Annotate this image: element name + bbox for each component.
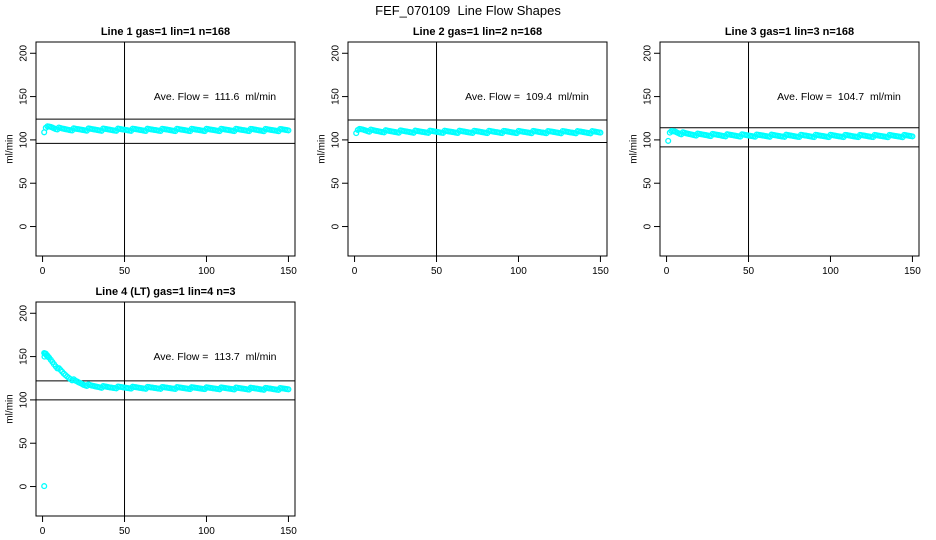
x-axis-tick-label: 100	[198, 526, 215, 537]
x-axis-tick-label: 50	[119, 526, 131, 537]
subplot-line-3: Line 3 gas=1 lin=3 n=168 Ave. Flow = 104…	[624, 20, 936, 280]
ave-flow-annotation: Ave. Flow = 104.7 ml/min	[777, 91, 901, 103]
data-point	[41, 353, 48, 360]
plot-border	[35, 41, 296, 257]
data-point	[909, 133, 916, 140]
y-axis-tick-label: 150	[331, 88, 342, 105]
y-axis-tick-label: 100	[643, 131, 654, 148]
y-axis-tick-label: 0	[19, 483, 30, 489]
x-axis-tick-label: 100	[510, 266, 527, 277]
y-axis-tick-label: 0	[19, 223, 30, 229]
x-axis-tick-label: 100	[822, 266, 839, 277]
plot-canvas-line-2: 0 50 100 150 200 0 50 100 150 ml/min	[317, 41, 609, 277]
y-axis-tick-label: 200	[331, 44, 342, 61]
ave-flow-annotation: Ave. Flow = 109.4 ml/min	[465, 91, 589, 103]
y-axis-tick-label: 50	[331, 177, 342, 189]
y-axis-tick-label: 100	[331, 131, 342, 148]
x-axis-tick-label: 50	[743, 266, 755, 277]
y-axis-label: ml/min	[629, 134, 640, 163]
subplot-title: Line 3 gas=1 lin=3 n=168	[724, 26, 855, 38]
y-axis-tick-label: 0	[643, 223, 654, 229]
subplot-title: Line 4 (LT) gas=1 lin=4 n=3	[95, 286, 236, 298]
x-axis-tick-label: 100	[198, 266, 215, 277]
x-axis-tick-label: 50	[119, 266, 131, 277]
data-point	[285, 127, 292, 134]
y-axis-tick-label: 50	[643, 177, 654, 189]
plot-border	[659, 41, 920, 257]
data-point	[665, 137, 672, 144]
y-axis-label: ml/min	[5, 134, 16, 163]
data-point	[45, 353, 52, 361]
x-axis-tick-label: 0	[664, 266, 670, 277]
plot-border	[35, 301, 296, 517]
data-point	[285, 386, 292, 393]
x-axis-tick-label: 50	[431, 266, 443, 277]
ave-flow-annotation: Ave. Flow = 113.7 ml/min	[153, 351, 277, 363]
x-axis-tick-label: 0	[40, 526, 46, 537]
plot-border	[347, 41, 608, 257]
y-axis-tick-label: 100	[19, 391, 30, 408]
x-axis-tick-label: 150	[280, 266, 297, 277]
data-point	[353, 130, 360, 137]
y-axis-tick-label: 200	[643, 44, 654, 61]
plot-canvas-line-3: 0 50 100 150 200 0 50 100 150 ml/min	[629, 41, 921, 277]
x-axis-tick-label: 150	[280, 526, 297, 537]
y-axis-label: ml/min	[317, 134, 328, 163]
y-axis-tick-label: 150	[643, 88, 654, 105]
ave-flow-annotation: Ave. Flow = 111.6 ml/min	[153, 91, 277, 103]
y-axis-tick-label: 100	[19, 131, 30, 148]
data-point	[597, 129, 604, 136]
y-axis-tick-label: 150	[19, 348, 30, 365]
figure-title: FEF_070109 Line Flow Shapes	[375, 3, 561, 18]
x-axis-tick-label: 0	[40, 266, 46, 277]
subplot-line-1: Line 1 gas=1 lin=1 n=168 Ave. Flow = 111…	[0, 20, 312, 280]
y-axis-tick-label: 50	[19, 437, 30, 449]
x-axis-tick-label: 0	[352, 266, 358, 277]
y-axis-tick-label: 50	[19, 177, 30, 189]
x-axis-tick-label: 150	[904, 266, 921, 277]
y-axis-tick-label: 150	[19, 88, 30, 105]
y-axis-tick-label: 0	[331, 223, 342, 229]
subplot-title: Line 2 gas=1 lin=2 n=168	[412, 26, 543, 38]
data-point	[41, 483, 48, 490]
subplot-title: Line 1 gas=1 lin=1 n=168	[100, 26, 231, 38]
subplot-line-4: Line 4 (LT) gas=1 lin=4 n=3 Ave. Flow = …	[0, 280, 312, 540]
y-axis-label: ml/min	[5, 394, 16, 423]
y-axis-tick-label: 200	[19, 44, 30, 61]
subplot-line-2: Line 2 gas=1 lin=2 n=168 Ave. Flow = 109…	[312, 20, 624, 280]
plot-canvas-line-1: 0 50 100 150 200 0 50 100 150 ml/min	[5, 41, 297, 277]
plot-canvas-line-4: 0 50 100 150 200 0 50 100 150 ml/min	[5, 301, 297, 537]
y-axis-tick-label: 200	[19, 304, 30, 321]
x-axis-tick-label: 150	[592, 266, 609, 277]
